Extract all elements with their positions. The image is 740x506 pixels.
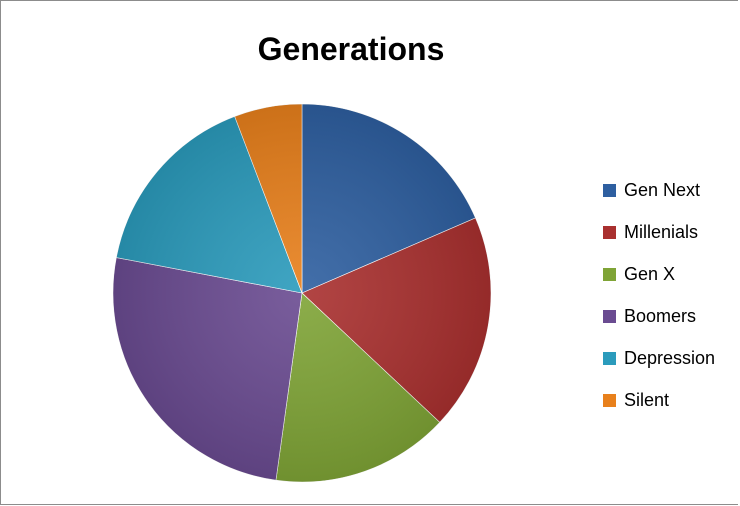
legend-item-gen-x: Gen X [603, 260, 715, 288]
legend-item-depression: Depression [603, 344, 715, 372]
legend-label-boomers: Boomers [624, 305, 697, 326]
legend-swatch-millenials [603, 225, 616, 239]
legend-label-silent: Silent [624, 389, 670, 410]
legend: Gen Next Millenials Gen X Boomers Depres… [603, 176, 715, 414]
legend-item-gen-next: Gen Next [603, 176, 715, 204]
legend-swatch-boomers [603, 309, 616, 323]
legend-swatch-gen-x [603, 267, 616, 281]
pie-slices [112, 103, 492, 483]
chart-title: Generations [257, 31, 445, 67]
pie-slice-boomers [112, 257, 303, 481]
legend-item-millenials: Millenials [603, 218, 715, 246]
legend-swatch-depression [603, 351, 616, 365]
legend-label-gen-next: Gen Next [624, 179, 701, 200]
legend-item-silent: Silent [603, 386, 715, 414]
legend-label-depression: Depression [624, 347, 716, 368]
legend-swatch-silent [603, 393, 616, 407]
legend-label-gen-x: Gen X [624, 263, 676, 284]
legend-item-boomers: Boomers [603, 302, 715, 330]
legend-swatch-gen-next [603, 183, 616, 197]
legend-label-millenials: Millenials [624, 221, 699, 242]
